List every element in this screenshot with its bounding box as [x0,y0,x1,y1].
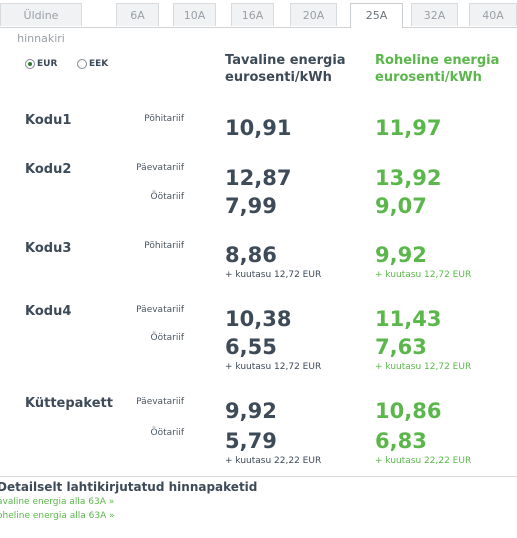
package-name-kodu3: Kodu3 [25,241,72,256]
normal-price: 7,99 [225,194,277,218]
tariff-label: Põhitariif [144,114,184,124]
green-price: 10,86 [375,399,442,423]
normal-price: 9,92 [225,399,277,423]
link-green-energy-63a[interactable]: oheline energia alla 63A » [0,511,115,521]
normal-price: 5,79 [225,429,277,453]
normal-price: 10,38 [225,307,292,331]
package-name-kodu2: Kodu2 [25,162,72,177]
green-price: 6,83 [375,429,427,453]
package-name-kodu4: Kodu4 [25,304,72,319]
monthly-fee: + kuutasu 12,72 EUR [375,362,472,372]
normal-energy-header: Tavaline energia eurosenti/kWh [225,52,346,86]
section-divider [0,476,517,477]
monthly-fee: + kuutasu 12,72 EUR [225,362,322,372]
tab-general-pricelist[interactable]: Üldine hinnakiri [0,3,82,45]
normal-energy-title: Tavaline energia [225,53,346,68]
tab-6a[interactable]: 6A [116,3,159,26]
monthly-fee: + kuutasu 12,72 EUR [225,270,322,280]
currency-eek-radio[interactable]: EEK [77,59,108,69]
tariff-label: Öötariif [150,333,184,343]
tab-25a[interactable]: 25A [350,3,403,28]
details-title: Detailselt lahtikirjutatud hinnapaketid [0,480,258,494]
monthly-fee: + kuutasu 22,22 EUR [225,456,322,466]
green-energy-header: Roheline energia eurosenti/kWh [375,52,499,86]
normal-price: 6,55 [225,335,277,359]
normal-energy-unit: eurosenti/kWh [225,70,332,85]
tariff-label: Öötariif [150,428,184,438]
normal-price: 10,91 [225,116,292,140]
currency-eur-radio[interactable]: EUR [25,59,57,69]
green-energy-unit: eurosenti/kWh [375,70,482,85]
tab-20a[interactable]: 20A [290,3,337,26]
radio-selected-icon [25,59,35,69]
currency-eur-label: EUR [37,59,58,69]
green-price: 11,43 [375,307,442,331]
link-normal-energy-63a[interactable]: avaline energia alla 63A » [0,497,115,507]
tariff-tabs: Üldine hinnakiri 6A 10A 16A 20A 25A 32A … [0,0,517,45]
package-name-kuttepakett: Küttepakett [25,396,113,411]
monthly-fee: + kuutasu 22,22 EUR [375,456,472,466]
package-name-kodu1: Kodu1 [25,113,72,128]
green-price: 13,92 [375,166,442,190]
tab-40a[interactable]: 40A [469,3,517,26]
green-price: 9,92 [375,243,427,267]
tab-10a[interactable]: 10A [173,3,216,26]
green-price: 9,07 [375,194,427,218]
tariff-label: Põhitariif [144,241,184,251]
tariff-label: Öötariif [150,192,184,202]
tab-32a[interactable]: 32A [411,3,458,26]
green-price: 7,63 [375,335,427,359]
currency-eek-label: EEK [89,59,109,69]
green-price: 11,97 [375,116,442,140]
tab-16a[interactable]: 16A [231,3,274,26]
normal-price: 8,86 [225,243,277,267]
tariff-label: Päevatariif [136,163,184,173]
green-energy-title: Roheline energia [375,53,500,68]
tariff-label: Päevatariif [136,397,184,407]
normal-price: 12,87 [225,166,292,190]
tariff-label: Päevatariif [136,305,184,315]
radio-unselected-icon [77,59,87,69]
monthly-fee: + kuutasu 12,72 EUR [375,270,472,280]
